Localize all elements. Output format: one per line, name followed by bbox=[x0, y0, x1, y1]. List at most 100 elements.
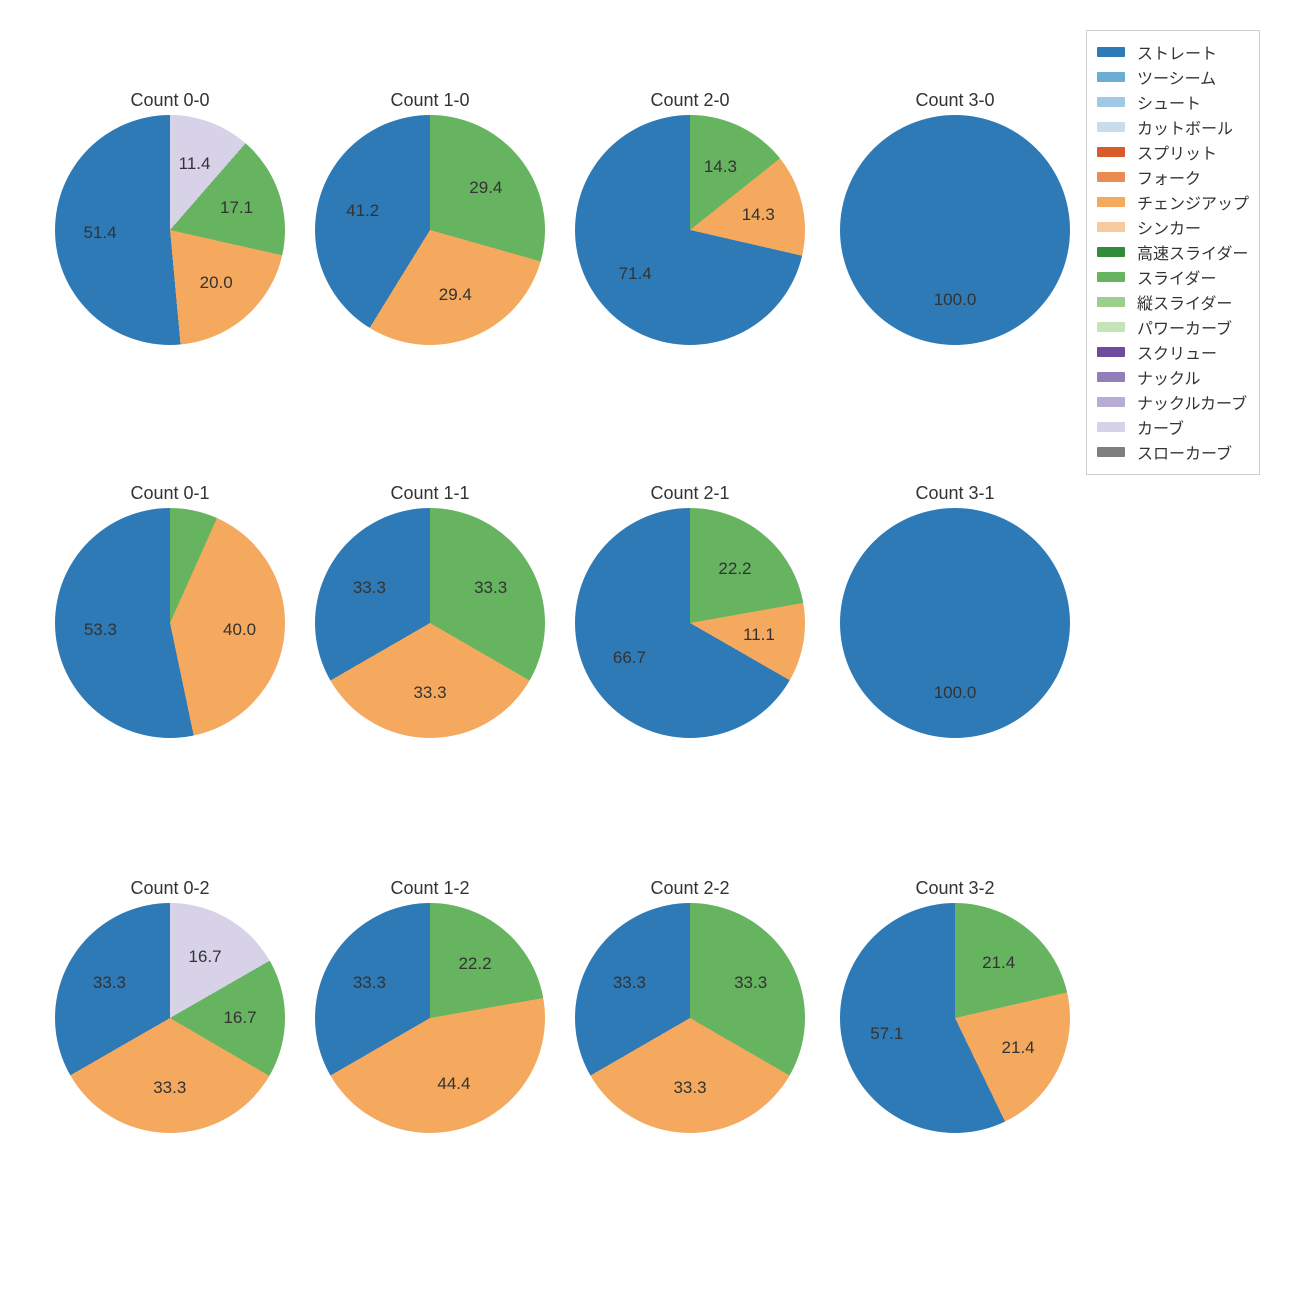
legend-label: ストレート bbox=[1137, 40, 1217, 64]
legend-swatch bbox=[1097, 447, 1125, 457]
slice-label: 21.4 bbox=[1002, 1038, 1035, 1058]
legend-swatch bbox=[1097, 122, 1125, 132]
legend-label: 縦スライダー bbox=[1137, 290, 1232, 314]
pie-title: Count 0-2 bbox=[130, 878, 209, 899]
pie-chart bbox=[575, 508, 805, 738]
slice-label: 33.3 bbox=[413, 683, 446, 703]
slice-label: 57.1 bbox=[870, 1024, 903, 1044]
pie-chart bbox=[315, 903, 545, 1133]
legend-swatch bbox=[1097, 297, 1125, 307]
pie-title: Count 3-1 bbox=[915, 483, 994, 504]
slice-label: 33.3 bbox=[153, 1078, 186, 1098]
pie-chart bbox=[840, 115, 1070, 345]
slice-label: 33.3 bbox=[613, 973, 646, 993]
slice-label: 14.3 bbox=[704, 157, 737, 177]
legend-swatch bbox=[1097, 422, 1125, 432]
slice-label: 33.3 bbox=[474, 578, 507, 598]
legend-swatch bbox=[1097, 222, 1125, 232]
legend-swatch bbox=[1097, 147, 1125, 157]
legend-item: スプリット bbox=[1097, 139, 1249, 164]
legend-item: カットボール bbox=[1097, 114, 1249, 139]
legend-swatch bbox=[1097, 272, 1125, 282]
slice-label: 71.4 bbox=[619, 264, 652, 284]
slice-label: 33.3 bbox=[673, 1078, 706, 1098]
legend-label: シュート bbox=[1137, 90, 1201, 114]
legend-label: 高速スライダー bbox=[1137, 240, 1248, 264]
legend-label: ツーシーム bbox=[1137, 65, 1216, 89]
legend-item: 縦スライダー bbox=[1097, 289, 1249, 314]
slice-label: 41.2 bbox=[346, 201, 379, 221]
slice-label: 33.3 bbox=[353, 973, 386, 993]
pie-chart bbox=[575, 903, 805, 1133]
pie-title: Count 1-1 bbox=[390, 483, 469, 504]
slice-label: 21.4 bbox=[982, 953, 1015, 973]
pie-title: Count 0-0 bbox=[130, 90, 209, 111]
legend-swatch bbox=[1097, 247, 1125, 257]
legend-label: スライダー bbox=[1137, 265, 1216, 289]
slice-label: 51.4 bbox=[84, 223, 117, 243]
slice-label: 100.0 bbox=[934, 683, 977, 703]
slice-label: 11.4 bbox=[179, 154, 211, 174]
legend-swatch bbox=[1097, 172, 1125, 182]
slice-label: 33.3 bbox=[734, 973, 767, 993]
legend-swatch bbox=[1097, 72, 1125, 82]
pie-chart bbox=[840, 508, 1070, 738]
pie-title: Count 2-2 bbox=[650, 878, 729, 899]
legend-item: シュート bbox=[1097, 89, 1249, 114]
legend: ストレートツーシームシュートカットボールスプリットフォークチェンジアップシンカー… bbox=[1086, 30, 1260, 475]
pie-title: Count 2-0 bbox=[650, 90, 729, 111]
slice-label: 14.3 bbox=[742, 205, 775, 225]
legend-item: スローカーブ bbox=[1097, 439, 1249, 464]
legend-swatch bbox=[1097, 372, 1125, 382]
legend-swatch bbox=[1097, 397, 1125, 407]
pie-title: Count 3-0 bbox=[915, 90, 994, 111]
pie-chart bbox=[575, 115, 805, 345]
legend-item: ナックルカーブ bbox=[1097, 389, 1249, 414]
legend-item: カーブ bbox=[1097, 414, 1249, 439]
legend-swatch bbox=[1097, 197, 1125, 207]
pie-title: Count 1-0 bbox=[390, 90, 469, 111]
legend-item: スクリュー bbox=[1097, 339, 1249, 364]
legend-label: ナックル bbox=[1137, 365, 1201, 389]
legend-label: カーブ bbox=[1137, 415, 1184, 439]
legend-item: ナックル bbox=[1097, 364, 1249, 389]
legend-swatch bbox=[1097, 322, 1125, 332]
slice-label: 40.0 bbox=[223, 620, 256, 640]
slice-label: 66.7 bbox=[613, 648, 646, 668]
slice-label: 20.0 bbox=[200, 273, 233, 293]
legend-swatch bbox=[1097, 347, 1125, 357]
legend-item: シンカー bbox=[1097, 214, 1249, 239]
slice-label: 22.2 bbox=[718, 559, 751, 579]
pie-title: Count 2-1 bbox=[650, 483, 729, 504]
legend-label: フォーク bbox=[1137, 165, 1201, 189]
slice-label: 33.3 bbox=[93, 973, 126, 993]
slice-label: 22.2 bbox=[458, 954, 491, 974]
slice-label: 44.4 bbox=[437, 1074, 470, 1094]
slice-label: 11.1 bbox=[743, 625, 775, 645]
legend-label: シンカー bbox=[1137, 215, 1201, 239]
chart-stage: ストレートツーシームシュートカットボールスプリットフォークチェンジアップシンカー… bbox=[0, 0, 1300, 1300]
slice-label: 53.3 bbox=[84, 620, 117, 640]
slice-label: 33.3 bbox=[353, 578, 386, 598]
legend-item: スライダー bbox=[1097, 264, 1249, 289]
legend-item: チェンジアップ bbox=[1097, 189, 1249, 214]
slice-label: 29.4 bbox=[439, 285, 472, 305]
legend-item: 高速スライダー bbox=[1097, 239, 1249, 264]
legend-label: カットボール bbox=[1137, 115, 1233, 139]
legend-label: パワーカーブ bbox=[1137, 315, 1232, 339]
legend-label: スローカーブ bbox=[1137, 440, 1232, 464]
legend-item: ストレート bbox=[1097, 39, 1249, 64]
legend-item: ツーシーム bbox=[1097, 64, 1249, 89]
slice-label: 100.0 bbox=[934, 290, 977, 310]
legend-swatch bbox=[1097, 47, 1125, 57]
legend-item: フォーク bbox=[1097, 164, 1249, 189]
legend-swatch bbox=[1097, 97, 1125, 107]
slice-label: 16.7 bbox=[189, 947, 222, 967]
legend-label: スクリュー bbox=[1137, 340, 1217, 364]
legend-label: スプリット bbox=[1137, 140, 1217, 164]
slice-label: 29.4 bbox=[469, 178, 502, 198]
slice-label: 17.1 bbox=[220, 198, 253, 218]
pie-chart bbox=[315, 508, 545, 738]
legend-label: ナックルカーブ bbox=[1137, 390, 1247, 414]
pie-chart bbox=[315, 115, 545, 345]
